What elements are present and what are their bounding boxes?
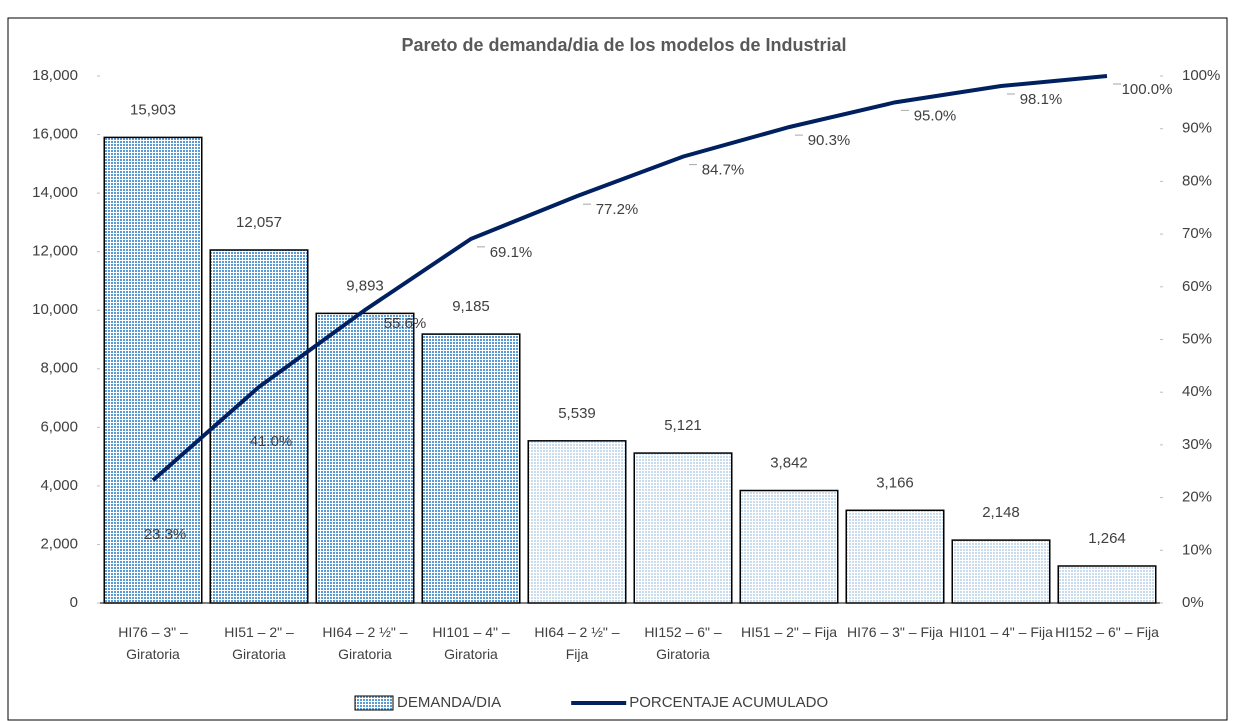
bar [951, 539, 1051, 604]
y2-tick-label: 30% [1182, 436, 1212, 453]
y-tick-label: 6,000 [40, 418, 78, 435]
line-value-label: 23.3% [144, 526, 187, 543]
bar [421, 333, 521, 604]
y2-tick-label: 20% [1182, 489, 1212, 506]
y2-tick-label: 0% [1182, 594, 1204, 611]
bar-value-label: 3,166 [876, 474, 914, 491]
bar-value-label: 5,539 [558, 405, 596, 422]
y-tick-label: 0 [70, 594, 78, 611]
y-tick-label: 18,000 [32, 67, 78, 84]
bar [633, 452, 733, 604]
line-value-label: 100.0% [1122, 81, 1173, 98]
bar-value-label: 15,903 [130, 101, 176, 118]
bar-value-label: 12,057 [236, 214, 282, 231]
y-tick-label: 16,000 [32, 126, 78, 143]
bar-value-label: 9,185 [452, 298, 490, 315]
y2-tick-label: 80% [1182, 172, 1212, 189]
legend-swatch [354, 695, 394, 711]
line-value-label: 77.2% [596, 201, 639, 218]
bar-value-label: 3,842 [770, 454, 808, 471]
y2-tick-label: 50% [1182, 330, 1212, 347]
y2-tick-label: 90% [1182, 120, 1212, 137]
bar-value-label: 1,264 [1088, 530, 1126, 547]
line-value-label: 90.3% [808, 132, 851, 149]
bar-value-label: 2,148 [982, 504, 1020, 521]
y2-tick-label: 100% [1182, 67, 1220, 84]
bar-value-label: 9,893 [346, 277, 384, 294]
y2-tick-label: 70% [1182, 225, 1212, 242]
bar [739, 489, 839, 604]
x-tick-label: HI152 – 6" – Fija [1055, 624, 1159, 640]
x-tick-label: HI101 – 4" – Fija [949, 624, 1053, 640]
y-tick-label: 14,000 [32, 184, 78, 201]
legend-label: PORCENTAJE ACUMULADO [629, 694, 828, 711]
line-value-label: 84.7% [702, 162, 745, 179]
y-tick-label: 12,000 [32, 243, 78, 260]
line-value-label: 69.1% [490, 244, 533, 261]
y2-tick-label: 40% [1182, 383, 1212, 400]
bar [1057, 565, 1157, 604]
x-tick-label: HI76 – 3" – Giratoria [118, 624, 188, 662]
legend-label: DEMANDA/DIA [397, 694, 501, 711]
bar-value-label: 5,121 [664, 417, 702, 434]
y-tick-label: 4,000 [40, 477, 78, 494]
line [151, 74, 1108, 482]
bar [315, 312, 415, 604]
line-value-label: 41.0% [250, 433, 293, 450]
x-tick-label: HI64 – 2 ½" – Giratoria [322, 624, 408, 662]
bar [845, 509, 945, 604]
line-value-label: 55.6% [384, 315, 427, 332]
bar [209, 249, 309, 604]
bar [103, 136, 203, 604]
y2-tick-label: 10% [1182, 541, 1212, 558]
y-tick-label: 10,000 [32, 301, 78, 318]
chart-title: Pareto de demanda/dia de los modelos de … [401, 35, 846, 55]
line-value-label: 98.1% [1020, 91, 1063, 108]
x-tick-label: HI51 – 2" – Giratoria [224, 624, 294, 662]
x-tick-label: HI101 – 4" – Giratoria [432, 624, 510, 662]
y-tick-label: 2,000 [40, 535, 78, 552]
y-tick-label: 8,000 [40, 360, 78, 377]
x-tick-label: HI64 – 2 ½" – Fija [534, 624, 620, 662]
x-tick-label: HI152 – 6" – Giratoria [644, 624, 722, 662]
x-tick-label: HI76 – 3" – Fija [846, 624, 944, 640]
bar [527, 440, 627, 604]
x-tick-label: HI51 – 2" – Fija [740, 624, 838, 640]
y2-tick-label: 60% [1182, 278, 1212, 295]
line-value-label: 95.0% [914, 107, 957, 124]
